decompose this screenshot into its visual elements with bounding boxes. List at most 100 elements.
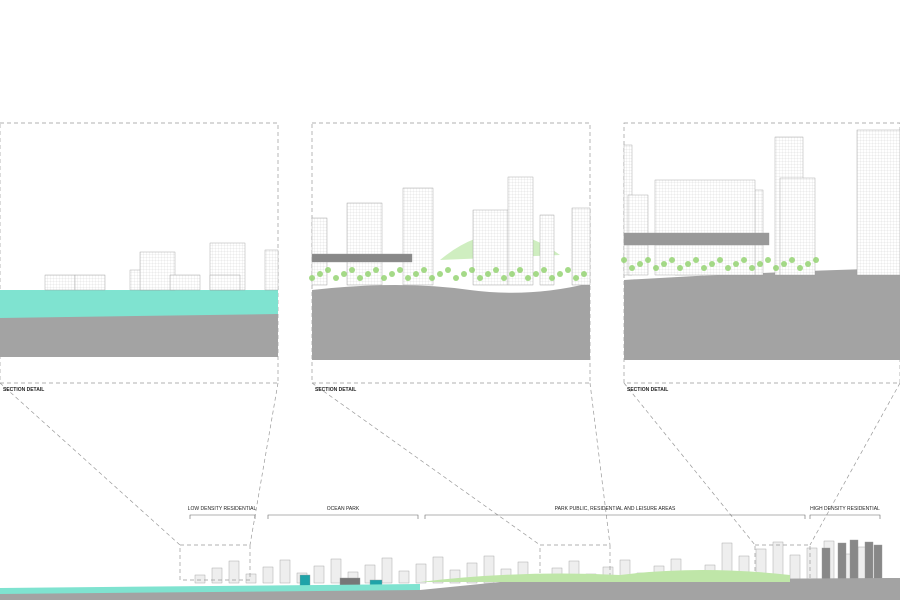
- tree: [429, 275, 435, 281]
- tree: [477, 275, 483, 281]
- tree: [717, 257, 723, 263]
- building: [264, 249, 279, 291]
- tree: [525, 275, 531, 281]
- tree: [389, 271, 395, 277]
- bridge: [311, 253, 413, 263]
- tree: [781, 261, 787, 267]
- tree: [813, 257, 819, 263]
- panel-label: SECTION DETAIL: [3, 387, 44, 393]
- tower: [821, 547, 831, 581]
- connector-lines: [0, 382, 900, 581]
- tree: [317, 271, 323, 277]
- tree: [573, 275, 579, 281]
- tree: [805, 261, 811, 267]
- tree: [797, 265, 803, 271]
- zone-label: OCEAN PARK: [327, 506, 360, 512]
- tree: [533, 271, 539, 277]
- building: [539, 214, 555, 286]
- tree: [461, 271, 467, 277]
- zone-label: PARK PUBLIC, RESIDENTIAL AND LEISURE ARE…: [555, 506, 676, 512]
- building: [571, 207, 591, 286]
- zone-label: LOW DENSITY RESIDENTIAL: [188, 506, 257, 512]
- tree: [557, 271, 563, 277]
- tree: [509, 271, 515, 277]
- tree: [309, 275, 315, 281]
- tree: [541, 267, 547, 273]
- tree: [437, 271, 443, 277]
- building: [169, 274, 201, 291]
- tree: [653, 265, 659, 271]
- water: [0, 290, 278, 318]
- building: [262, 566, 274, 584]
- building: [381, 557, 393, 584]
- tree: [453, 275, 459, 281]
- building: [330, 558, 342, 584]
- building: [402, 187, 434, 286]
- building: [139, 251, 176, 291]
- building: [432, 556, 444, 584]
- bridge: [623, 232, 770, 246]
- tree: [725, 265, 731, 271]
- building: [856, 129, 900, 276]
- tree: [733, 261, 739, 267]
- building: [466, 562, 478, 584]
- tower: [864, 541, 874, 581]
- building: [245, 573, 257, 584]
- tree: [405, 275, 411, 281]
- tree: [701, 265, 707, 271]
- tree: [445, 267, 451, 273]
- ground: [624, 268, 900, 360]
- zone-label: HIGH DENSITY RESIDENTIAL: [810, 506, 880, 512]
- panel-label: SECTION DETAIL: [315, 387, 356, 393]
- building: [211, 567, 223, 584]
- tree: [357, 275, 363, 281]
- tree: [485, 271, 491, 277]
- tree: [645, 257, 651, 263]
- building: [313, 565, 325, 584]
- tree: [517, 267, 523, 273]
- tree: [773, 265, 779, 271]
- tree: [789, 257, 795, 263]
- ground: [0, 314, 278, 357]
- tree: [549, 275, 555, 281]
- tree: [661, 261, 667, 267]
- building: [779, 177, 816, 276]
- tree: [741, 257, 747, 263]
- zone-brackets: [189, 514, 881, 519]
- building: [194, 574, 206, 584]
- tree: [421, 267, 427, 273]
- tower: [837, 542, 847, 581]
- building: [311, 217, 328, 286]
- tree: [325, 267, 331, 273]
- tree: [757, 261, 763, 267]
- tree: [765, 257, 771, 263]
- building: [449, 569, 461, 584]
- tree: [581, 271, 587, 277]
- tree: [621, 257, 627, 263]
- building: [74, 274, 106, 291]
- tree: [413, 271, 419, 277]
- building: [44, 274, 76, 291]
- tree: [565, 267, 571, 273]
- tree: [629, 265, 635, 271]
- building: [209, 274, 241, 291]
- building: [228, 560, 240, 584]
- tree: [677, 265, 683, 271]
- section-panels: [0, 122, 900, 384]
- tree: [709, 261, 715, 267]
- tree: [349, 267, 355, 273]
- tree: [373, 267, 379, 273]
- building: [483, 555, 495, 584]
- tree: [397, 267, 403, 273]
- ground: [312, 283, 590, 360]
- panel-label: SECTION DETAIL: [627, 387, 668, 393]
- tree: [749, 265, 755, 271]
- tree: [365, 271, 371, 277]
- bottom-section: [0, 570, 900, 600]
- building: [806, 547, 818, 584]
- tree: [341, 271, 347, 277]
- building: [398, 570, 410, 584]
- tree: [669, 257, 675, 263]
- tree: [493, 267, 499, 273]
